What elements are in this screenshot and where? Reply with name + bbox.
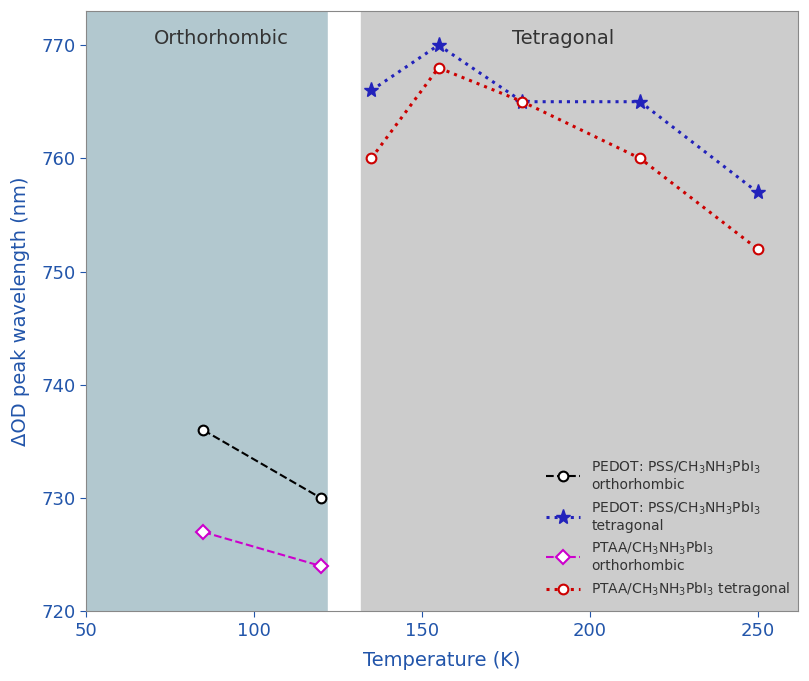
Bar — [328, 11, 362, 612]
Legend: PEDOT: PSS/CH$_3$NH$_3$PbI$_3$
orthorhombic, PEDOT: PSS/CH$_3$NH$_3$PbI$_3$
tetr: PEDOT: PSS/CH$_3$NH$_3$PbI$_3$ orthorhom… — [545, 459, 791, 599]
Text: Orthorhombic: Orthorhombic — [154, 29, 289, 48]
Y-axis label: ΔOD peak wavelength (nm): ΔOD peak wavelength (nm) — [11, 176, 30, 446]
X-axis label: Temperature (K): Temperature (K) — [363, 651, 521, 670]
Bar — [362, 11, 798, 612]
Bar — [86, 11, 328, 612]
Text: Tetragonal: Tetragonal — [512, 29, 614, 48]
